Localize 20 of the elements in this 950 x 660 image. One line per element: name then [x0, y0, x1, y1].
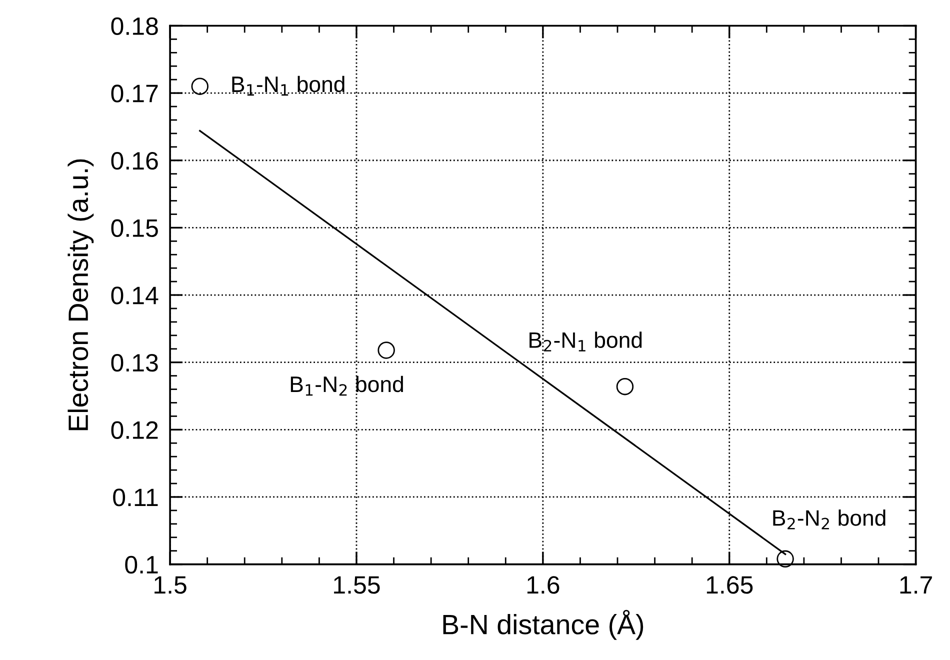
- y-axis-title: Electron Density (a.u.): [68, 159, 94, 430]
- annotation: B$_{1}$-N$_{1}$ bond: [232, 76, 344, 96]
- annotation: B$_{2}$-N$_{2}$ bond: [773, 510, 886, 530]
- annotation: B$_{2}$-N$_{1}$ bond: [530, 332, 642, 352]
- x-tick-label: 1.6: [527, 576, 560, 594]
- x-tick-label: 1.5: [154, 576, 186, 594]
- y-tick-label: 0.17: [111, 84, 158, 102]
- x-tick-label: 1.55: [334, 576, 380, 594]
- y-tick-label: 0.1: [125, 556, 158, 574]
- annotation: B$_{1}$-N$_{2}$ bond: [290, 376, 403, 396]
- x-tick-label: 1.65: [706, 576, 753, 594]
- x-axis-title: B-N distance (Å): [443, 610, 644, 640]
- x-tick-label: 1.7: [900, 576, 932, 594]
- y-tick-label: 0.16: [111, 152, 158, 170]
- y-tick-label: 0.12: [111, 421, 158, 439]
- y-tick-label: 0.13: [111, 354, 158, 372]
- y-tick-label: 0.15: [111, 219, 158, 238]
- y-tick-label: 0.11: [113, 488, 158, 506]
- y-tick-label: 0.18: [111, 17, 158, 36]
- y-tick-label: 0.14: [111, 286, 158, 304]
